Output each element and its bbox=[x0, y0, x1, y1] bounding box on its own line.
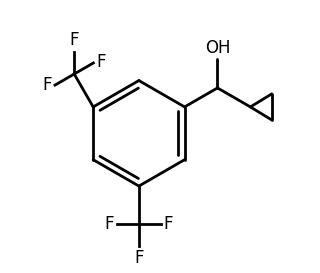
Text: F: F bbox=[43, 76, 52, 94]
Text: F: F bbox=[69, 31, 79, 49]
Text: F: F bbox=[134, 249, 144, 267]
Text: OH: OH bbox=[205, 39, 230, 57]
Text: F: F bbox=[105, 215, 114, 233]
Text: F: F bbox=[164, 215, 173, 233]
Text: F: F bbox=[96, 53, 106, 71]
